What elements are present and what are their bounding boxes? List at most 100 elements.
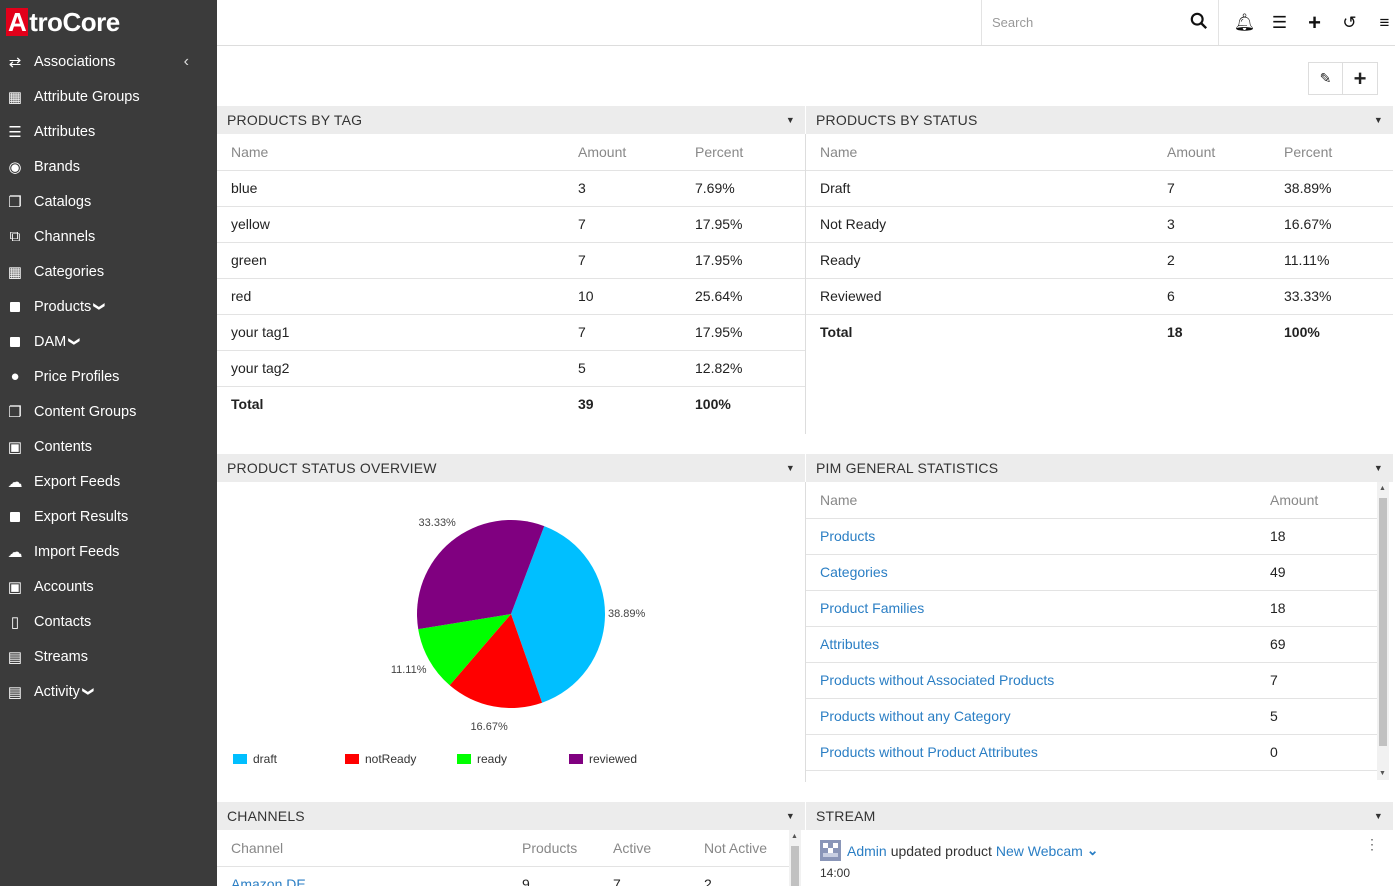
sidebar-item-attribute-groups[interactable]: ▦ Attribute Groups	[0, 79, 217, 114]
sidebar-item-label: Brands	[34, 158, 80, 175]
legend-item-ready[interactable]: ready	[457, 752, 507, 766]
scroll-up-arrow-icon[interactable]: ▲	[791, 833, 798, 840]
panel-menu-caret-icon[interactable]: ▼	[1373, 115, 1383, 125]
row-link[interactable]: Attributes	[820, 636, 880, 652]
sidebar-item-dam[interactable]: DAM ❯	[0, 324, 217, 359]
stream-panel: STREAM ▼ Admin updated product New Webca…	[806, 802, 1393, 886]
scrollbar-thumb[interactable]	[1379, 498, 1387, 746]
panel-menu-caret-icon[interactable]: ▼	[785, 811, 795, 821]
column-header[interactable]: Channel	[217, 830, 508, 867]
scrollbar[interactable]: ▲	[789, 830, 801, 886]
expand-chevron-down-icon[interactable]: ⌄	[1086, 842, 1099, 858]
sidebar-item-export-results[interactable]: Export Results	[0, 499, 217, 534]
edit-dashboard-pencil-icon[interactable]: ✎	[1308, 62, 1343, 95]
history-icon[interactable]: ↺	[1342, 12, 1357, 32]
scroll-up-arrow-icon[interactable]: ▲	[1379, 485, 1386, 492]
column-header[interactable]: Active	[599, 830, 690, 867]
row-link[interactable]: Categories	[820, 564, 888, 580]
column-header[interactable]: Products	[508, 830, 599, 867]
menu-icon[interactable]: ≡	[1379, 12, 1390, 32]
sidebar-item-label: Associations	[34, 53, 116, 70]
sidebar-item-label: DAM	[34, 333, 67, 350]
row-link[interactable]: Amazon DE	[231, 876, 306, 886]
search-icon[interactable]	[1190, 12, 1208, 30]
panel-menu-caret-icon[interactable]: ▼	[785, 115, 795, 125]
table-cell: 7	[599, 866, 690, 886]
chevron-down-icon[interactable]: ❯	[82, 686, 95, 697]
row-link[interactable]: Products without Product Attributes	[820, 744, 1038, 760]
scrollbar-thumb[interactable]	[791, 846, 799, 886]
table-cell: 0	[1256, 734, 1377, 771]
row-link[interactable]: Products without any Category	[820, 708, 1011, 724]
sidebar-item-export-feeds[interactable]: ☁ Export Feeds	[0, 464, 217, 499]
chevron-down-icon[interactable]: ❯	[93, 301, 106, 312]
sidebar-item-catalogs[interactable]: ❐ Catalogs	[0, 184, 217, 219]
sidebar-item-brands[interactable]: ◉ Brands	[0, 149, 217, 184]
legend-item-notReady[interactable]: notReady	[345, 752, 416, 766]
sidebar-item-accounts[interactable]: ▣ Accounts	[0, 569, 217, 604]
collapse-sidebar-chevron-left-icon[interactable]: ‹	[183, 52, 189, 70]
table-cell: Attributes	[806, 626, 1256, 663]
sidebar-item-contents[interactable]: ▣ Contents	[0, 429, 217, 464]
column-header[interactable]: Percent	[1270, 134, 1393, 171]
notifications-bell-icon[interactable]: 🔔︎	[1233, 12, 1256, 32]
column-header[interactable]: Name	[806, 134, 1153, 171]
pie-slice-ready[interactable]	[418, 614, 511, 686]
panel-menu-caret-icon[interactable]: ▼	[785, 463, 795, 473]
task-list-icon[interactable]: ☰	[1271, 12, 1288, 32]
sidebar-item-associations[interactable]: ⇄ Associations ‹	[0, 44, 217, 79]
scroll-down-arrow-icon[interactable]: ▼	[1379, 770, 1386, 777]
sidebar-item-price-profiles[interactable]: ● Price Profiles	[0, 359, 217, 394]
legend-item-reviewed[interactable]: reviewed	[569, 752, 637, 766]
column-header[interactable]: Amount	[564, 134, 681, 171]
column-header[interactable]: Name	[806, 482, 1256, 519]
panel-header: PRODUCT STATUS OVERVIEW ▼	[217, 454, 805, 482]
row-link[interactable]: Product Families	[820, 600, 925, 616]
panel-menu-caret-icon[interactable]: ▼	[1373, 811, 1383, 821]
swap-icon: ⇄	[8, 53, 22, 71]
column-header[interactable]: Percent	[681, 134, 805, 171]
legend-item-draft[interactable]: draft	[233, 752, 277, 766]
user-avatar-icon[interactable]	[820, 840, 841, 861]
quick-create-plus-icon[interactable]: +	[1308, 9, 1321, 35]
pie-slice-notReady[interactable]	[449, 614, 543, 708]
newspaper-icon: ▤	[7, 648, 23, 666]
pie-slice-reviewed[interactable]	[417, 520, 545, 630]
sliders-icon: ☰	[8, 123, 22, 141]
column-header[interactable]: Not Active	[690, 830, 789, 867]
total-cell: Total	[231, 396, 264, 413]
row-link[interactable]: Products	[820, 528, 876, 544]
table-row: your tag2 5 12.82%	[217, 350, 805, 387]
row-link[interactable]: Products without Associated Products	[820, 672, 1055, 688]
panel-menu-caret-icon[interactable]: ▼	[1373, 463, 1383, 473]
stream-item-menu-icon[interactable]: ⋮	[1365, 836, 1379, 852]
sidebar-item-activity[interactable]: ▤ Activity ❯	[0, 674, 217, 709]
channels-panel: CHANNELS ▼ Channel Products Active Not A…	[217, 802, 805, 886]
sidebar-item-channels[interactable]: ⧉ Channels	[0, 219, 217, 254]
stream-target-link[interactable]: New Webcam	[995, 842, 1083, 859]
sidebar-item-attributes[interactable]: ☰ Attributes	[0, 114, 217, 149]
products-by-tag-table: Name Amount Percent blue 3 7.69% yellow 7 17.…	[217, 134, 805, 422]
stream-action-text: updated product	[890, 842, 992, 859]
column-header[interactable]: Amount	[1153, 134, 1270, 171]
sidebar-item-contacts[interactable]: ▯ Contacts	[0, 604, 217, 639]
add-dashlet-plus-icon[interactable]: +	[1343, 62, 1378, 95]
share-icon: ⧉	[9, 228, 21, 245]
sidebar-item-import-feeds[interactable]: ☁ Import Feeds	[0, 534, 217, 569]
logo-letter: A	[6, 7, 29, 37]
sidebar-item-label: Channels	[34, 228, 96, 245]
chevron-down-icon[interactable]: ❯	[68, 336, 81, 347]
column-header[interactable]: Amount	[1256, 482, 1377, 519]
sidebar-item-streams[interactable]: ▤ Streams	[0, 639, 217, 674]
sidebar-item-products[interactable]: Products ❯	[0, 289, 217, 324]
sidebar-item-label: Contacts	[34, 613, 92, 630]
sidebar-item-content-groups[interactable]: ❐ Content Groups	[0, 394, 217, 429]
column-header[interactable]: Name	[217, 134, 564, 171]
scrollbar[interactable]: ▲ ▼	[1377, 482, 1389, 780]
sidebar-item-categories[interactable]: ▦ Categories	[0, 254, 217, 289]
table-cell: 33.33%	[1270, 278, 1393, 315]
pie-slice-draft[interactable]	[511, 526, 605, 703]
stream-user-link[interactable]: Admin	[847, 842, 887, 859]
search-input[interactable]	[982, 0, 1172, 44]
